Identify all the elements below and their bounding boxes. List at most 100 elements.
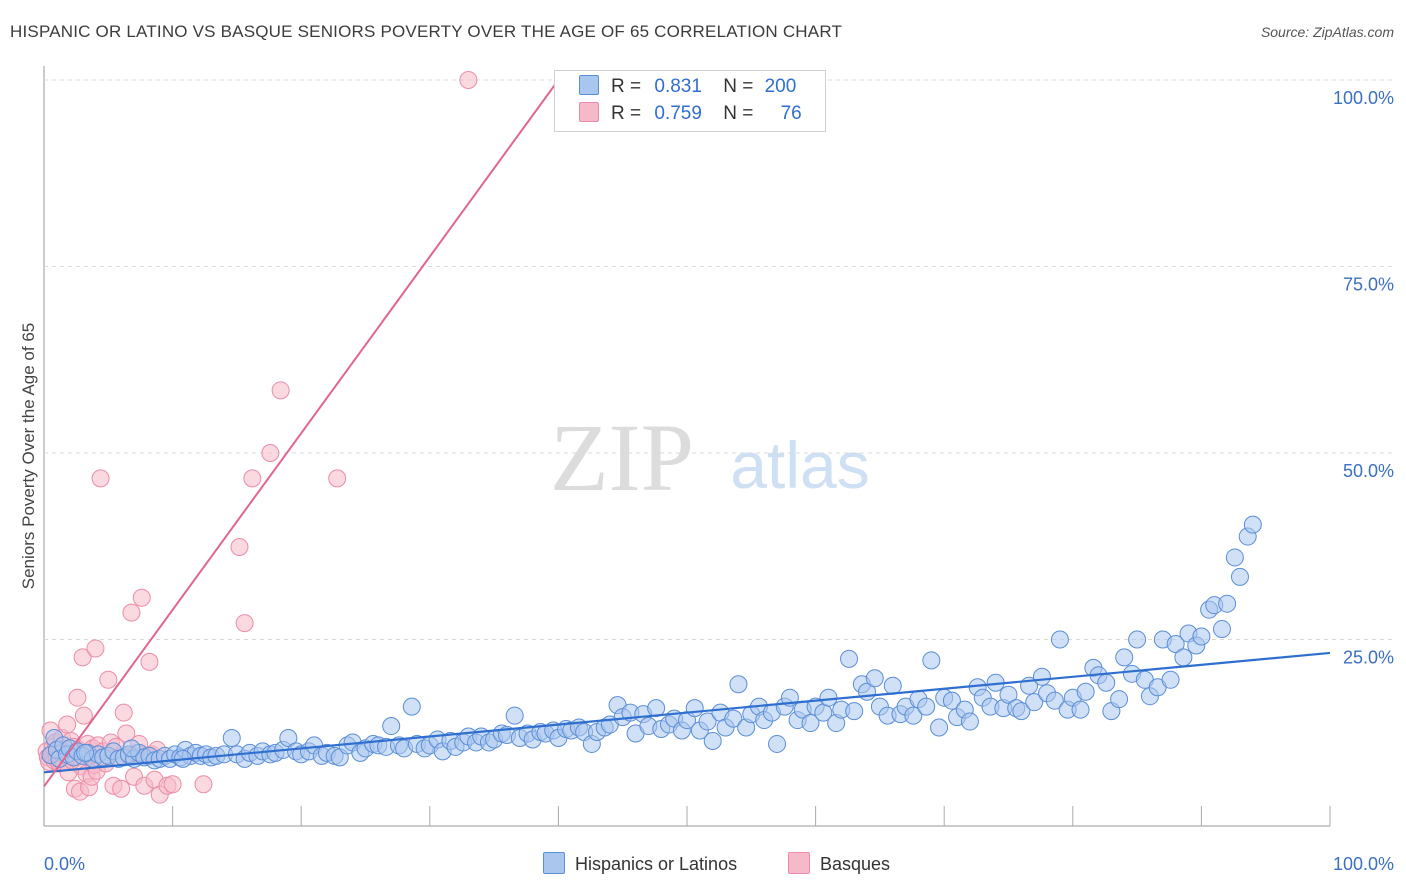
basques-point [271, 381, 290, 400]
basques-point [243, 469, 262, 488]
y-tick-labels: 100.0% 75.0% 50.0% 25.0% [1333, 88, 1394, 668]
hispanics-point [1025, 693, 1044, 712]
legend-n-label: N = [723, 76, 754, 97]
watermark-zip: ZIP [550, 404, 694, 511]
legend-n-label: N = [723, 103, 754, 124]
hispanics-point [222, 728, 241, 747]
legend-row-hispanics: R = 0.831 N = 200 [579, 74, 796, 100]
hispanics-point [76, 743, 95, 762]
basques-point [230, 537, 249, 556]
hispanics-point [1218, 594, 1237, 613]
hispanics-point [883, 676, 902, 695]
hispanics-point [1110, 690, 1129, 709]
hispanics-point [904, 706, 923, 725]
hispanics-point [1174, 648, 1193, 667]
basques-point [112, 779, 131, 798]
legend-r-label: R = [611, 103, 642, 124]
hispanics-point [917, 697, 936, 716]
bottom-legend-hispanics: Hispanics or Latinos [543, 852, 737, 875]
bottom-legend-swatch-pink [788, 852, 810, 874]
hispanics-point [1192, 627, 1211, 646]
hispanics-point [122, 739, 141, 758]
hispanics-point [768, 734, 787, 753]
basques-point [235, 614, 254, 633]
hispanics-point [729, 675, 748, 694]
basques-point [74, 706, 93, 725]
hispanics-point [922, 651, 941, 670]
correlation-legend: R = 0.831 N = 200 R = 0.759 N = 76 [554, 70, 826, 132]
hispanics-point [840, 649, 859, 668]
bottom-legend-label: Hispanics or Latinos [575, 854, 738, 874]
hispanics-point [1071, 700, 1090, 719]
hispanics-point [999, 685, 1018, 704]
basques-point [459, 71, 478, 89]
hispanics-point [382, 717, 401, 736]
hispanics-point [402, 697, 421, 716]
y-tick-label: 100.0% [1333, 88, 1394, 108]
basques-point [73, 648, 92, 667]
hispanics-point [724, 709, 743, 728]
bottom-legend-basques: Basques [788, 852, 890, 875]
bottom-legend-label: Basques [820, 854, 891, 874]
x-axis-ticks [172, 806, 1331, 826]
basques-point [91, 469, 110, 488]
basques-point [86, 639, 105, 658]
basques-point [140, 652, 159, 671]
hispanics-point [819, 688, 838, 707]
x-tick-label-max: 100.0% [1333, 854, 1394, 874]
hispanics-point [1097, 673, 1116, 692]
legend-r-value: 0.759 [654, 103, 702, 124]
hispanics-point [865, 669, 884, 688]
hispanics-point [703, 731, 722, 750]
bottom-legend-swatch-blue [543, 852, 565, 874]
hispanics-point [1045, 691, 1064, 710]
basques-point [122, 603, 141, 622]
hispanics-point [1115, 648, 1134, 667]
basques-point [261, 444, 280, 462]
hispanics-point [1161, 670, 1180, 689]
legend-r-value: 0.831 [654, 76, 702, 97]
hispanics-point [1012, 702, 1031, 721]
basques-point [132, 588, 151, 607]
hispanics-point [1230, 567, 1249, 586]
hispanics-point [505, 706, 524, 725]
hispanics-point [1166, 634, 1185, 653]
source-label: Source: ZipAtlas.com [1260, 24, 1394, 40]
basques-point [58, 715, 77, 734]
basques-point [163, 775, 182, 794]
hispanics-point [698, 712, 717, 731]
basques-point [114, 703, 133, 722]
hispanics-point [1032, 667, 1051, 686]
hispanics-point [1128, 630, 1147, 649]
y-tick-label: 75.0% [1343, 275, 1394, 295]
hispanics-point [960, 712, 979, 731]
x-tick-label-min: 0.0% [44, 854, 85, 874]
hispanics-point [1076, 682, 1095, 701]
basques-point [328, 469, 347, 488]
watermark-atlas: atlas [730, 428, 869, 502]
hispanics-point [1243, 515, 1262, 534]
legend-swatch-blue [579, 75, 599, 95]
legend-row-basques: R = 0.759 N = 76 [579, 101, 802, 127]
gridlines [44, 79, 1394, 640]
hispanics-trendline [43, 651, 1331, 774]
hispanics-point [1050, 630, 1069, 649]
hispanics-point [685, 699, 704, 718]
legend-swatch-pink [579, 102, 599, 122]
hispanics-point [647, 699, 666, 718]
hispanics-point [1212, 620, 1231, 639]
basques-points [37, 71, 478, 804]
trendlines [43, 79, 1331, 788]
y-tick-label: 25.0% [1343, 648, 1394, 668]
basques-point [68, 688, 87, 707]
hispanics-point [1225, 548, 1244, 567]
basques-point [99, 670, 118, 689]
basques-trendline [43, 79, 560, 788]
legend-r-label: R = [611, 76, 642, 97]
y-axis-title: Seniors Poverty Over the Age of 65 [19, 323, 38, 589]
hispanics-point [930, 718, 949, 737]
y-tick-label: 50.0% [1343, 461, 1394, 481]
basques-point [194, 775, 213, 794]
hispanics-point [845, 702, 864, 721]
